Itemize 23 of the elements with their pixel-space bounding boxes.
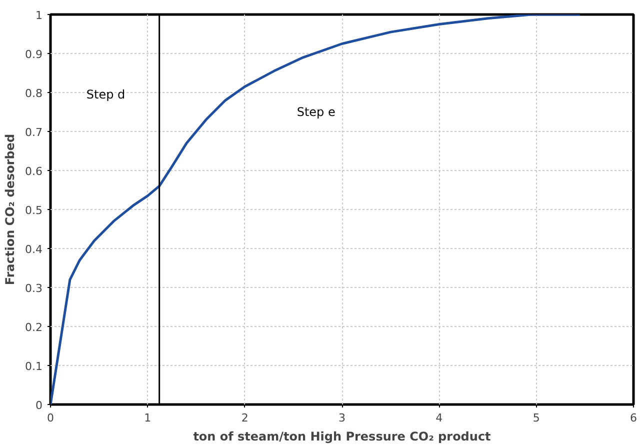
y-tick-label: 0.3 bbox=[25, 282, 43, 295]
y-tick-label: 0.8 bbox=[25, 87, 43, 100]
y-tick-label: 0.4 bbox=[25, 243, 43, 256]
x-tick-label: 5 bbox=[532, 412, 540, 424]
annotation: Step d bbox=[86, 87, 126, 102]
y-tick-label: 0.2 bbox=[25, 321, 43, 334]
y-tick-label: 0.6 bbox=[25, 165, 43, 178]
x-tick-label: 3 bbox=[338, 412, 346, 424]
y-tick-label: 0.5 bbox=[25, 204, 43, 217]
y-tick-label: 1 bbox=[36, 9, 42, 22]
y-tick-label: 0.1 bbox=[25, 360, 43, 373]
y-axis-title: Fraction CO₂ desorbed bbox=[3, 134, 18, 286]
y-tick-label: 0 bbox=[36, 399, 42, 412]
x-tick-label: 6 bbox=[630, 412, 637, 424]
y-tick-label: 0.7 bbox=[25, 126, 43, 139]
x-tick-label: 4 bbox=[436, 412, 443, 424]
x-axis-title: ton of steam/ton High Pressure CO₂ product bbox=[193, 430, 492, 444]
y-tick-label: 0.9 bbox=[25, 48, 43, 61]
annotation: Step e bbox=[296, 105, 336, 119]
line-series bbox=[50, 14, 582, 404]
x-tick-label: 1 bbox=[144, 412, 152, 424]
x-tick-label: 0 bbox=[47, 412, 54, 424]
x-tick-label: 2 bbox=[241, 412, 248, 424]
